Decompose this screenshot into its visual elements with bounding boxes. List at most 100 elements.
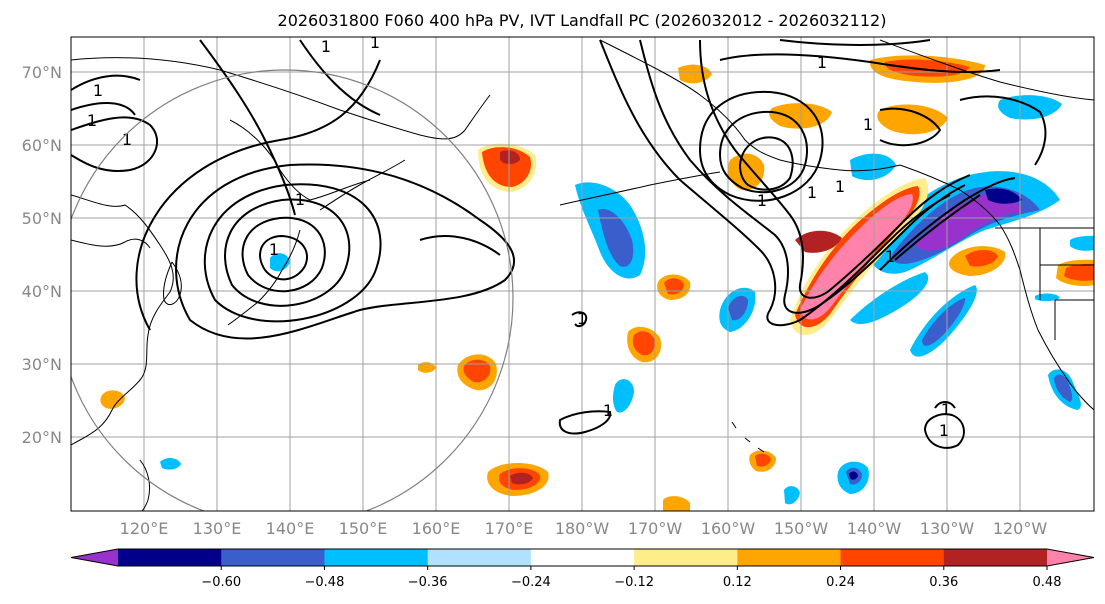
colorbar-tick-label: −0.48	[305, 575, 345, 590]
negative-anomaly-trop2	[612, 379, 634, 413]
negative-anomaly-trop3-core	[1054, 374, 1073, 402]
lon-label: 130°W	[920, 519, 975, 538]
positive-anomaly-hawaii-core	[755, 453, 771, 467]
negative-anomaly-canada	[998, 95, 1062, 120]
contour-east-trough-2	[639, 39, 966, 314]
lat-label: 70°N	[22, 63, 62, 82]
positive-anomaly-small	[418, 362, 436, 373]
colorbar-bin	[840, 549, 945, 566]
contour-west-loop	[71, 116, 159, 172]
positive-anomaly-east-core	[965, 250, 998, 267]
japan-coast	[227, 229, 301, 326]
colorbar-bin	[324, 549, 429, 566]
negative-anomaly-gulf-deep	[915, 194, 1022, 251]
colorbar-bin	[118, 549, 222, 566]
positive-anomaly-kamchatka-core	[500, 150, 520, 165]
contour-japan-2	[241, 216, 326, 293]
pv-shading	[100, 55, 1094, 511]
contour-label: 1	[370, 33, 380, 52]
colorbar: −0.60 −0.48 −0.36 −0.24 −0.12 0.12 0.24 0.36 0.4…	[70, 548, 1095, 590]
negative-anomaly-npac	[850, 272, 929, 325]
negative-anomaly-e2	[1035, 293, 1060, 302]
positive-anomaly-ca-core	[1064, 263, 1094, 281]
lon-label: 160°E	[412, 519, 461, 538]
negative-anomaly-japan	[270, 253, 290, 272]
colorbar-tick-label: 0.24	[826, 575, 855, 590]
colorbar-tick-label: 0.12	[723, 575, 752, 590]
lat-label: 50°N	[22, 209, 62, 228]
lon-label: 150°E	[339, 519, 388, 538]
negative-anomaly-gulf-e	[1070, 235, 1094, 251]
contour-alaska-low-2	[718, 110, 808, 194]
contour-label: 1	[757, 191, 767, 210]
colorbar-bin	[737, 549, 842, 566]
positive-anomaly-taiwan	[100, 390, 125, 409]
contour-alaska-inner	[738, 136, 794, 191]
kuril-coast	[319, 159, 406, 211]
radius-circle	[71, 69, 514, 511]
colorbar-outline	[70, 548, 1095, 567]
contour-label: 1	[939, 421, 949, 440]
contour-north	[199, 39, 381, 216]
contour-japan-5	[175, 163, 516, 340]
contour-labels: 1 1 1 1 1 1 1 1 1 1 1 1 1 1 1 1 1	[87, 33, 951, 440]
contour-japan-6	[135, 59, 501, 331]
bc-coast	[899, 164, 1094, 411]
contour-label: 1	[885, 247, 895, 266]
positive-anomaly-red-core	[795, 230, 842, 253]
negative-anomaly-mid-core	[728, 295, 748, 321]
contour-japan-3	[224, 198, 351, 307]
colorbar-tick-label: 0.36	[929, 575, 958, 590]
map-frame	[70, 36, 1095, 512]
lon-label: 170°W	[628, 519, 683, 538]
colorbar-bin	[634, 549, 738, 566]
lon-label: 170°E	[485, 519, 534, 538]
china-inland	[71, 238, 151, 249]
alaska-coast	[599, 39, 901, 172]
colorbar-extend-low	[71, 549, 118, 566]
contour-east-ring	[923, 413, 965, 449]
lon-label: 120°W	[993, 519, 1048, 538]
colorbar-tick-label: 0.48	[1033, 575, 1062, 590]
lon-label: 130°E	[193, 519, 242, 538]
colorbar-tick-label: −0.60	[201, 575, 241, 590]
negative-anomaly-pacific-core	[598, 209, 634, 267]
map-panel: 1 1 1 1 1 1 1 1 1 1 1 1 1 1 1 1 1	[71, 33, 1094, 511]
contour-label: 1	[835, 177, 845, 196]
lon-label: 140°E	[266, 519, 315, 538]
lat-label: 40°N	[22, 282, 62, 301]
colorbar-tick-label: −0.24	[511, 575, 551, 590]
contour-canada	[879, 95, 1047, 166]
contour-japan-4	[203, 183, 382, 323]
pv-contours	[71, 39, 1047, 449]
colorbar-extend-high	[1047, 549, 1094, 566]
contour-japan-1	[259, 234, 308, 281]
positive-anomaly-subtrop3-core	[632, 331, 656, 356]
lat-label: 30°N	[22, 355, 62, 374]
lat-label: 20°N	[22, 428, 62, 447]
contour-label: 1	[941, 400, 951, 419]
colorbar-bin	[530, 549, 635, 566]
contour-label: 1	[295, 190, 305, 209]
contour-label: 1	[603, 401, 613, 420]
contour-alaska-low	[698, 90, 824, 202]
canada-coast	[879, 39, 1094, 101]
negative-anomaly-trop5	[160, 458, 181, 470]
positive-anomaly-subtrop2-core	[664, 278, 684, 295]
contour-gulf-lines	[879, 177, 1016, 271]
contour-label: 1	[122, 130, 132, 149]
contour-east-trough-3	[699, 39, 971, 299]
lat-label: 60°N	[22, 136, 62, 155]
colorbar-bin	[427, 549, 532, 566]
negative-anomaly-gulf-navy	[985, 188, 1022, 204]
positive-anomaly-subtrop1-core	[463, 359, 491, 383]
lon-label: 180°W	[555, 519, 610, 538]
positive-anomaly-alaska	[727, 153, 765, 191]
lon-label: 140°W	[847, 519, 902, 538]
figure-title: 2026031800 F060 400 hPa PV, IVT Landfall…	[278, 11, 887, 30]
contour-label: 1	[93, 81, 103, 100]
contour-label: 1	[807, 183, 817, 202]
negative-anomaly-npac2-core	[922, 298, 966, 346]
contour-label: 1	[577, 309, 587, 328]
korea-coast	[163, 261, 182, 306]
